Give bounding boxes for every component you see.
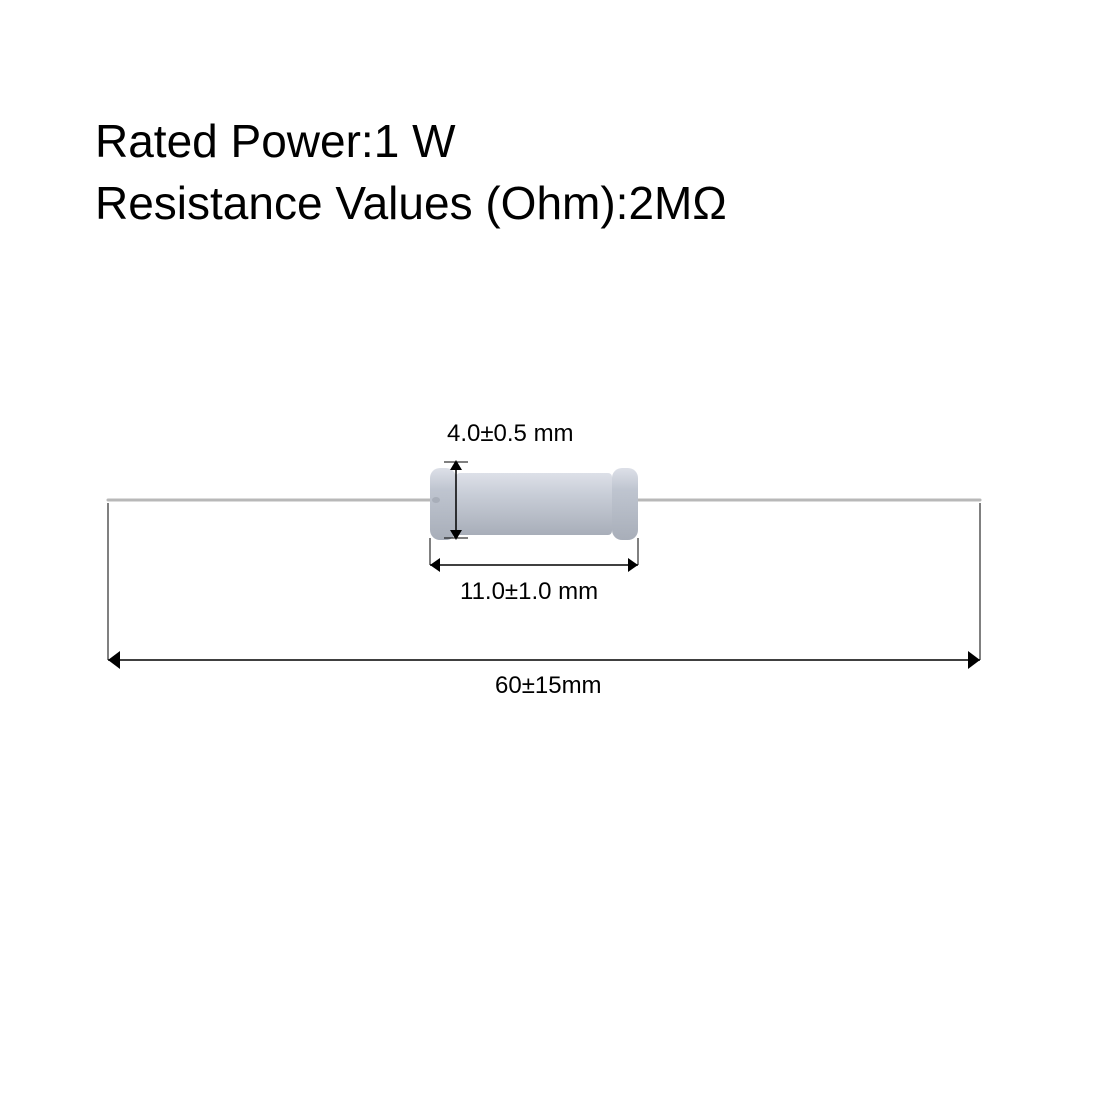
rated-power-value: 1 W — [374, 115, 456, 167]
body-length-label: 11.0±1.0 mm — [460, 578, 598, 606]
rated-power-line: Rated Power:1 W — [95, 110, 727, 172]
diameter-label: 4.0±0.5 mm — [447, 420, 574, 448]
resistance-value: 2MΩ — [628, 177, 726, 229]
resistor-diagram: 4.0±0.5 mm 11.0±1.0 mm 60±15mm — [100, 420, 1000, 720]
total-length-label: 60±15mm — [495, 672, 602, 700]
resistance-line: Resistance Values (Ohm):2MΩ — [95, 172, 727, 234]
page-container: Rated Power:1 W Resistance Values (Ohm):… — [0, 0, 1100, 1100]
rated-power-label: Rated Power: — [95, 115, 374, 167]
resistance-label: Resistance Values (Ohm): — [95, 177, 628, 229]
header-block: Rated Power:1 W Resistance Values (Ohm):… — [95, 110, 727, 234]
